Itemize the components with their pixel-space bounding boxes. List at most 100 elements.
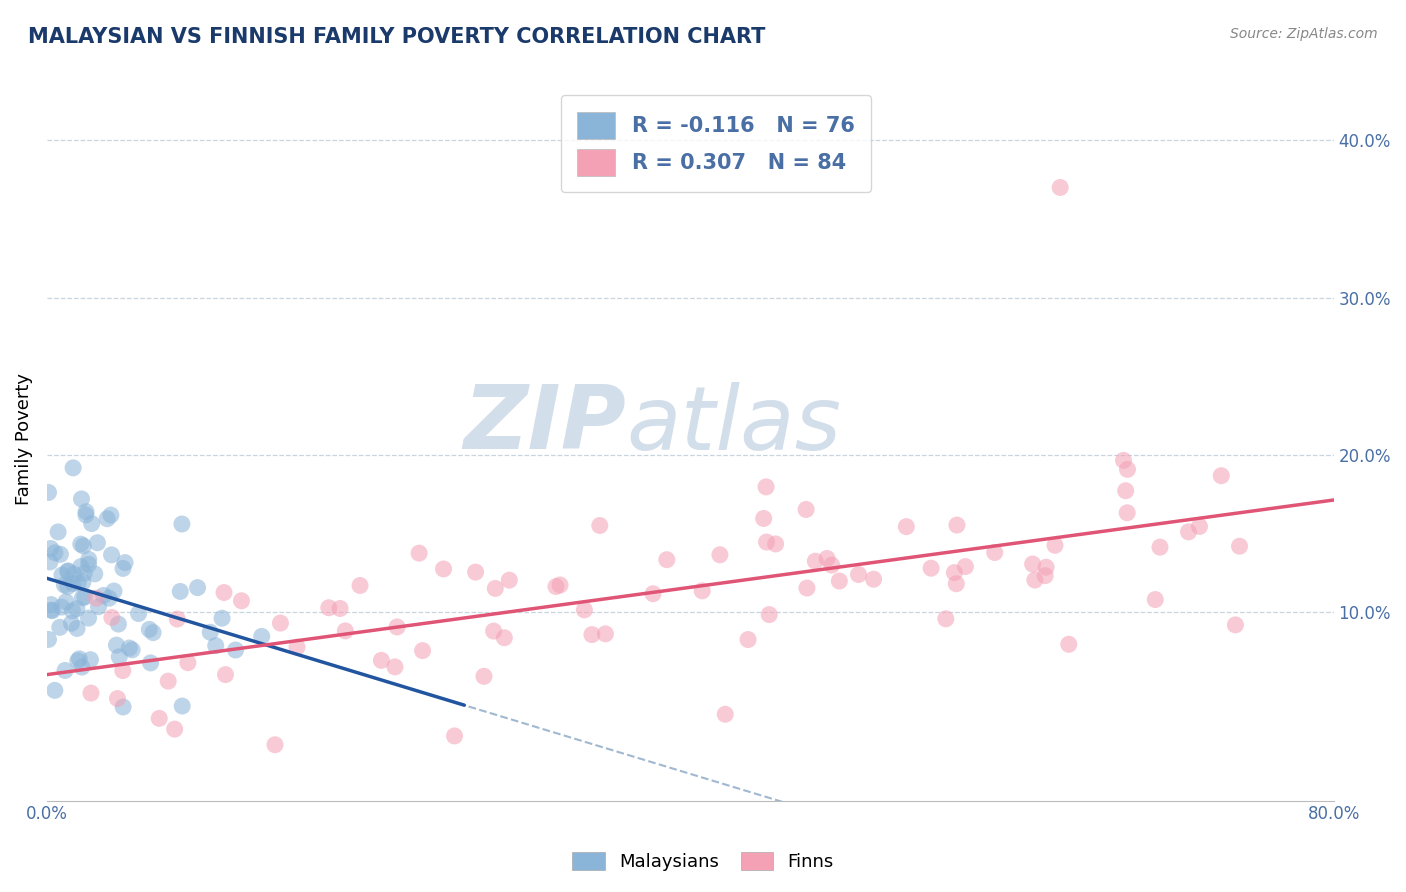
Point: [111, 664, 134, 678]
Point: [56, 580, 79, 594]
Point: [39, 541, 62, 556]
Point: [1021, 557, 1043, 571]
Point: [66, 654, 89, 668]
Point: [148, 711, 170, 725]
Point: [384, 660, 406, 674]
Point: [828, 574, 851, 588]
Point: [107, 617, 129, 632]
Point: [53, 664, 76, 678]
Point: [70, 491, 93, 506]
Point: [100, 548, 122, 562]
Point: [77, 558, 100, 572]
Point: [84, 591, 107, 606]
Point: [83, 566, 105, 581]
Point: [49, 620, 72, 634]
Point: [862, 572, 884, 586]
Point: [815, 551, 838, 566]
Point: [107, 691, 129, 706]
Point: [494, 631, 516, 645]
Point: [408, 546, 430, 560]
Point: [49, 547, 72, 561]
Point: [1043, 538, 1066, 552]
Point: [62, 461, 84, 475]
Point: [55, 595, 77, 609]
Point: [755, 480, 778, 494]
Point: [163, 722, 186, 736]
Point: [72, 575, 94, 590]
Point: [105, 638, 128, 652]
Point: [1115, 483, 1137, 498]
Point: [138, 623, 160, 637]
Point: [111, 561, 134, 575]
Point: [41, 603, 63, 617]
Point: [200, 625, 222, 640]
Point: [114, 556, 136, 570]
Point: [121, 643, 143, 657]
Point: [264, 738, 287, 752]
Point: [187, 581, 209, 595]
Point: [67, 575, 90, 590]
Text: ZIP: ZIP: [463, 381, 626, 468]
Point: [62, 604, 84, 618]
Point: [214, 667, 236, 681]
Point: [70, 660, 93, 674]
Y-axis label: Family Poverty: Family Poverty: [15, 373, 32, 505]
Point: [544, 580, 567, 594]
Point: [225, 643, 247, 657]
Point: [804, 554, 827, 568]
Point: [1057, 637, 1080, 651]
Point: [80, 686, 103, 700]
Point: [983, 545, 1005, 559]
Point: [1225, 618, 1247, 632]
Point: [177, 656, 200, 670]
Point: [349, 578, 371, 592]
Point: [231, 594, 253, 608]
Point: [108, 649, 131, 664]
Point: [370, 653, 392, 667]
Point: [73, 566, 96, 581]
Point: [46, 524, 69, 539]
Legend: Malaysians, Finns: Malaysians, Finns: [565, 845, 841, 879]
Point: [157, 674, 180, 689]
Point: [56, 565, 79, 579]
Point: [66, 601, 89, 615]
Point: [920, 561, 942, 575]
Point: [1188, 519, 1211, 533]
Point: [955, 559, 977, 574]
Point: [41, 604, 63, 618]
Point: [204, 639, 226, 653]
Point: [464, 565, 486, 579]
Text: Source: ZipAtlas.com: Source: ZipAtlas.com: [1230, 27, 1378, 41]
Point: [139, 656, 162, 670]
Point: [548, 578, 571, 592]
Point: [595, 627, 617, 641]
Point: [44, 683, 66, 698]
Text: atlas: atlas: [626, 382, 841, 467]
Point: [101, 610, 124, 624]
Point: [690, 583, 713, 598]
Point: [1033, 568, 1056, 582]
Point: [37, 485, 59, 500]
Point: [1144, 592, 1167, 607]
Point: [714, 707, 737, 722]
Point: [755, 535, 778, 549]
Point: [87, 599, 110, 614]
Point: [37, 632, 59, 647]
Point: [170, 516, 193, 531]
Point: [142, 625, 165, 640]
Legend: R = -0.116   N = 76, R = 0.307   N = 84: R = -0.116 N = 76, R = 0.307 N = 84: [561, 95, 872, 193]
Point: [53, 578, 76, 592]
Point: [77, 611, 100, 625]
Point: [96, 512, 118, 526]
Point: [86, 535, 108, 549]
Point: [103, 584, 125, 599]
Point: [80, 516, 103, 531]
Point: [752, 511, 775, 525]
Point: [758, 607, 780, 622]
Point: [794, 502, 817, 516]
Point: [63, 567, 86, 582]
Point: [56, 564, 79, 578]
Point: [72, 591, 94, 605]
Point: [848, 567, 870, 582]
Point: [709, 548, 731, 562]
